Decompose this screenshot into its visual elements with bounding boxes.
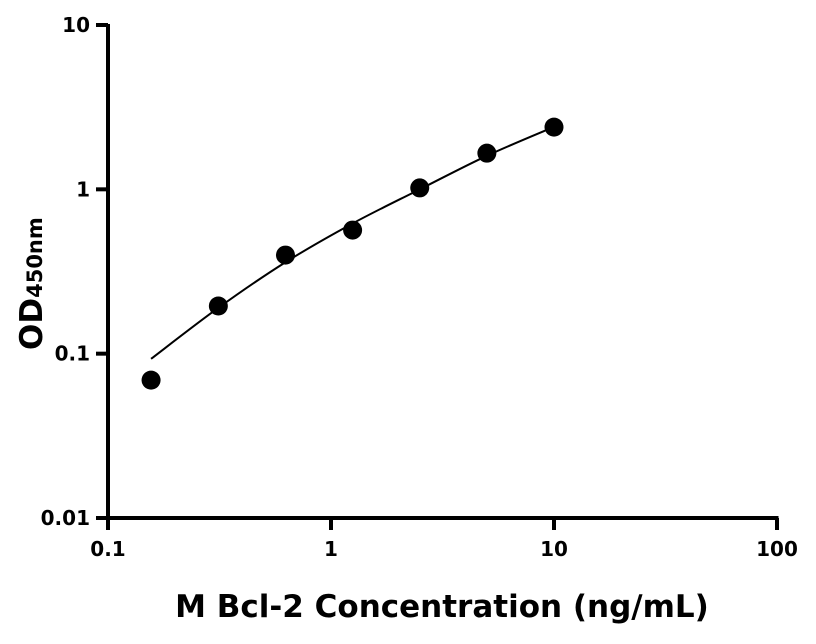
x-axis-label: M Bcl-2 Concentration (ng/mL) (175, 589, 709, 625)
x-tick-label: 1 (324, 537, 338, 561)
data-points (141, 117, 564, 390)
data-point (477, 143, 497, 163)
data-point (343, 220, 363, 240)
data-point (275, 245, 295, 265)
y-axis-label: OD450nm (14, 217, 50, 350)
y-tick-label: 0.1 (55, 342, 90, 366)
x-tick-label: 100 (756, 537, 798, 561)
data-point (141, 370, 161, 390)
y-tick-label: 10 (62, 13, 90, 37)
x-tick-label: 10 (540, 537, 568, 561)
x-tick-label: 0.1 (90, 537, 125, 561)
fit-curve (150, 125, 555, 360)
y-tick-label: 0.01 (41, 506, 90, 530)
y-axis-label-sub: 450nm (23, 217, 47, 298)
data-point (544, 117, 564, 137)
data-point (410, 178, 430, 198)
y-axis-label-main: OD (14, 298, 50, 350)
y-tick-label: 1 (76, 177, 90, 201)
data-point (208, 296, 228, 316)
